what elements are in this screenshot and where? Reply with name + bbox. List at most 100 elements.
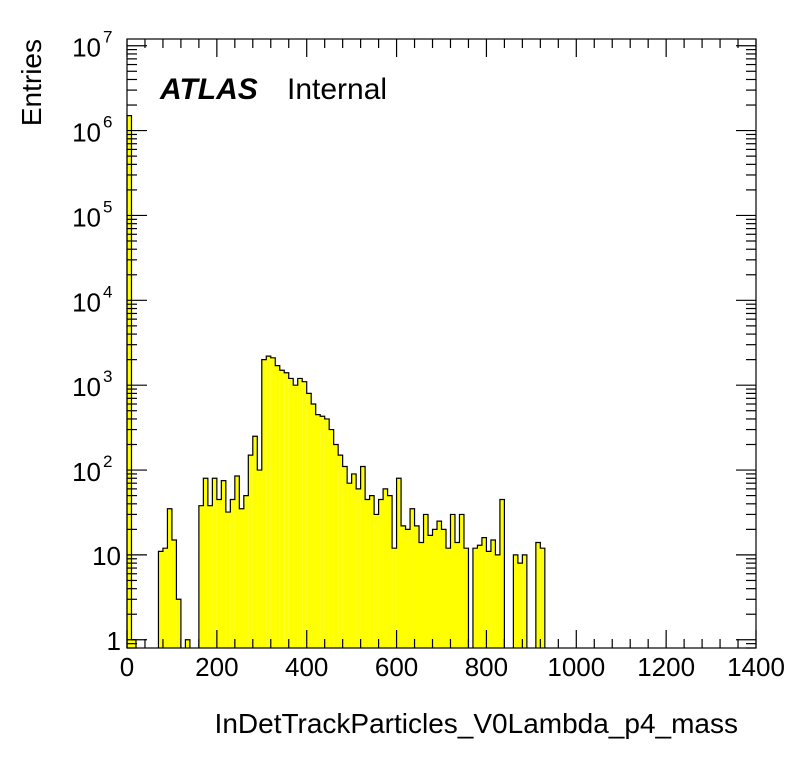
histogram-bar bbox=[535, 542, 541, 648]
histogram-bar bbox=[347, 483, 352, 648]
y-tick-label: 10 bbox=[72, 287, 101, 317]
histogram-bar bbox=[261, 359, 267, 648]
histogram-bar bbox=[302, 381, 307, 648]
histogram-bar bbox=[234, 476, 240, 648]
histogram-bar bbox=[387, 495, 393, 648]
histogram-bar bbox=[162, 548, 168, 648]
x-tick-labels: 0 200 400 600 800 1000 1200 1400 bbox=[120, 652, 785, 682]
histogram-bar bbox=[445, 548, 451, 648]
histogram-bar bbox=[167, 508, 172, 648]
y-tick-exponent: 7 bbox=[103, 28, 112, 47]
histogram-bar bbox=[522, 554, 527, 648]
histogram-bar bbox=[428, 535, 433, 648]
y-tick-label: 10 bbox=[72, 118, 101, 148]
histogram-bar bbox=[243, 495, 249, 648]
histogram-bar bbox=[176, 599, 181, 648]
histogram-bar bbox=[257, 470, 262, 648]
histogram-bar bbox=[405, 529, 411, 648]
histogram-bar bbox=[239, 508, 244, 648]
histogram-bar bbox=[540, 548, 545, 648]
histogram-bar bbox=[297, 378, 303, 648]
x-tick-label: 400 bbox=[285, 652, 328, 682]
histogram-bar bbox=[495, 554, 500, 648]
histogram-bar bbox=[185, 639, 190, 648]
histogram-bar bbox=[513, 554, 518, 648]
histogram-bar bbox=[486, 551, 491, 648]
histogram-bar bbox=[171, 539, 177, 648]
histogram-bar bbox=[252, 436, 258, 648]
y-tick-exponent: 2 bbox=[103, 452, 112, 471]
y-tick-label: 10 bbox=[72, 33, 101, 63]
histogram-bar bbox=[378, 499, 384, 648]
x-axis-title: InDetTrackParticles_V0Lambda_p4_mass bbox=[215, 708, 738, 739]
internal-label: Internal bbox=[287, 73, 387, 106]
histogram-bar bbox=[306, 393, 312, 648]
histogram-bar bbox=[342, 466, 348, 648]
y-tick-exponent: 5 bbox=[103, 197, 112, 216]
histogram-bar bbox=[333, 444, 339, 648]
x-tick-label: 1000 bbox=[547, 652, 605, 682]
histogram-bar bbox=[374, 514, 379, 648]
y-tick-label: 10 bbox=[72, 372, 101, 402]
histogram-bar bbox=[450, 514, 455, 648]
histogram-bar bbox=[396, 478, 402, 648]
histogram-bar bbox=[324, 418, 330, 648]
histogram-bar bbox=[248, 455, 253, 648]
x-tick-label: 0 bbox=[120, 652, 134, 682]
histogram-bar bbox=[270, 357, 276, 648]
x-tick-label: 1200 bbox=[637, 652, 695, 682]
histogram-bar bbox=[481, 537, 487, 648]
histogram-bar bbox=[315, 414, 321, 648]
y-tick-exponent: 6 bbox=[103, 113, 112, 132]
histogram-bar bbox=[369, 495, 375, 648]
histogram-bar bbox=[517, 563, 523, 648]
histogram-bar bbox=[279, 370, 285, 648]
histogram-bar bbox=[221, 480, 226, 648]
histogram-bar bbox=[490, 539, 496, 648]
axis-ticks bbox=[126, 39, 757, 649]
histogram-bars bbox=[127, 115, 545, 648]
histogram-bar bbox=[225, 512, 231, 648]
histogram-bar bbox=[216, 499, 222, 648]
histogram-bar bbox=[127, 115, 132, 648]
histogram-bar bbox=[360, 466, 366, 648]
histogram-bar bbox=[203, 478, 208, 648]
histogram-bar bbox=[351, 473, 357, 648]
histogram-bar bbox=[499, 499, 505, 648]
histogram-bar bbox=[198, 505, 204, 648]
histogram-bar bbox=[437, 521, 442, 648]
histogram-bar bbox=[158, 551, 163, 648]
y-tick-label: 10 bbox=[92, 541, 121, 571]
histogram-bar bbox=[472, 548, 478, 648]
histogram-bar bbox=[477, 545, 482, 648]
x-tick-label: 800 bbox=[465, 652, 508, 682]
x-tick-label: 1400 bbox=[727, 652, 785, 682]
histogram-bar bbox=[207, 505, 213, 648]
plot-frame bbox=[126, 38, 757, 649]
histogram-bar bbox=[454, 542, 460, 648]
histogram-bar bbox=[441, 529, 446, 648]
atlas-label: ATLAS bbox=[159, 73, 258, 106]
histogram-bar bbox=[288, 378, 294, 648]
histogram-bar bbox=[432, 529, 438, 648]
y-tick-label: 10 bbox=[72, 457, 101, 487]
histogram-bar bbox=[230, 499, 235, 648]
histogram-bar bbox=[419, 542, 424, 648]
histogram-bar bbox=[284, 372, 289, 648]
histogram-bar bbox=[392, 548, 397, 648]
y-tick-exponent: 4 bbox=[103, 282, 112, 301]
histogram-bar bbox=[338, 455, 343, 648]
x-tick-label: 200 bbox=[195, 652, 238, 682]
histogram-bar bbox=[275, 365, 280, 648]
histogram-bar bbox=[459, 514, 464, 648]
histogram-bar bbox=[410, 508, 415, 648]
y-tick-exponent: 3 bbox=[103, 367, 112, 386]
histogram-bar bbox=[423, 514, 429, 648]
histogram-outline bbox=[126, 115, 546, 648]
y-tick-label: 1 bbox=[107, 626, 121, 656]
histogram-bar bbox=[212, 478, 217, 648]
y-tick-label: 10 bbox=[72, 202, 101, 232]
histogram-bar bbox=[320, 416, 325, 648]
